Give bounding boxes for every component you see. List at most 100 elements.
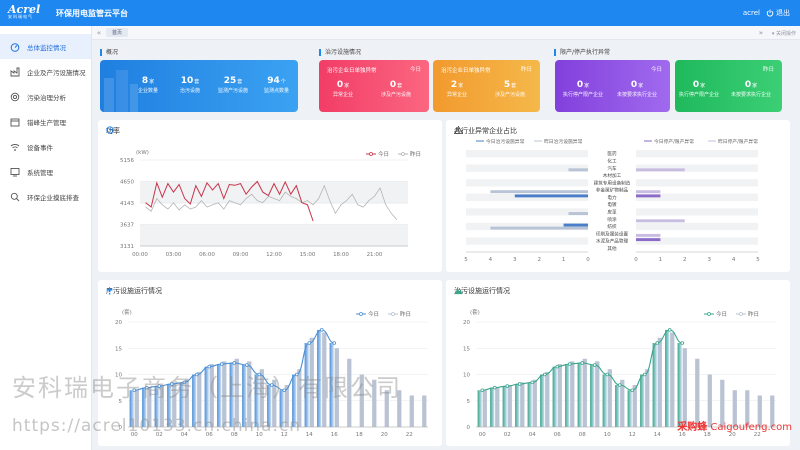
- bar-yesterday: [247, 361, 252, 427]
- y-tick-label: 4650: [120, 179, 134, 185]
- stat-executing-enterprises: 0家 执行停产限产企业: [679, 80, 720, 98]
- trend-point: [492, 385, 497, 390]
- tab-home[interactable]: 首页: [106, 28, 129, 37]
- sidebar-item-enterprises[interactable]: 企业及产污设施情况: [0, 59, 91, 84]
- category-label: 汽车: [607, 165, 617, 172]
- username[interactable]: acrel: [742, 9, 760, 17]
- legend-marker: [401, 152, 405, 156]
- trend-point: [144, 385, 149, 390]
- bar-yesterday: [482, 390, 487, 427]
- y-tick-label: 0: [119, 425, 123, 431]
- sidebar-item-peak-production[interactable]: 错峰生产管理: [0, 109, 91, 134]
- y-tick-label: 3637: [120, 223, 134, 229]
- x-tick-label: 18: [356, 432, 363, 438]
- bar-today: [192, 374, 197, 427]
- bar-yesterday: [532, 379, 537, 427]
- right-x-tick-label: 5: [756, 257, 760, 263]
- trend-point: [169, 382, 174, 386]
- card-period: 今日: [409, 67, 421, 73]
- stat-executing-enterprises: 0家 执行停产限产企业: [563, 80, 604, 98]
- legend-marker: [391, 312, 395, 316]
- trend-point: [505, 384, 510, 388]
- y-tick-label: 3131: [120, 244, 134, 250]
- bar-today: [204, 366, 209, 427]
- y-tick-label: 0: [467, 425, 471, 431]
- y-axis-unit: (kW): [136, 150, 149, 156]
- trend-point: [257, 372, 262, 377]
- bar: [514, 194, 588, 198]
- bar-today: [515, 383, 520, 427]
- stat-related-facilities: 0套 涉及产污设施: [381, 80, 412, 98]
- category-label: 其他: [607, 245, 617, 252]
- sidebar-item-label: 设备事件: [27, 143, 53, 152]
- today-pollution-card[interactable]: 治污企业日单独异常 今日 0家 异常企业 0套 涉及产污设施: [319, 60, 429, 112]
- card-title: 治污企业日单独异常: [327, 68, 377, 74]
- sidebar-item-device-events[interactable]: 设备事件: [0, 134, 91, 159]
- bar-yesterday: [582, 358, 587, 427]
- bar-yesterday: [620, 379, 625, 427]
- sidebar-item-enterprise-survey[interactable]: 环保企业摸底排查: [0, 184, 91, 209]
- bar-yesterday: [757, 395, 762, 427]
- legend-label: 今日停产/限产异常: [654, 138, 694, 145]
- trend-point: [580, 361, 585, 365]
- bar-today: [317, 329, 322, 427]
- tab-scroll-left-icon[interactable]: «: [96, 28, 102, 37]
- tab-scroll-right-icon[interactable]: »: [758, 29, 764, 37]
- x-tick-label: 12: [629, 432, 636, 438]
- bar-yesterday: [297, 369, 302, 427]
- bar-today: [540, 374, 545, 427]
- x-tick-label: 02: [156, 432, 163, 438]
- row-band: [466, 193, 588, 201]
- left-x-tick-label: 4: [489, 257, 493, 263]
- factory-icon: [10, 67, 20, 77]
- x-tick-label: 09:00: [233, 252, 249, 258]
- trend-point: [630, 388, 635, 393]
- yesterday-pollution-card[interactable]: 治污企业日单独异常 昨日 2家 异常企业 5套 涉及产污设施: [433, 60, 540, 112]
- right-x-tick-label: 3: [707, 257, 711, 263]
- category-label: 水泥及产品管理: [596, 238, 629, 245]
- overview-card[interactable]: 8家 企业数量 10套 治污设施 25套 监测产污设施 94个 监测点数量: [100, 60, 298, 112]
- right-x-tick-label: 1: [659, 257, 663, 263]
- legend-marker: [707, 312, 711, 316]
- trend-point: [207, 364, 212, 369]
- trend-point: [319, 328, 324, 332]
- trend-point: [605, 372, 610, 377]
- logout-button[interactable]: 退出: [766, 8, 790, 18]
- right-x-tick-label: 4: [732, 257, 736, 263]
- tab-close-menu[interactable]: ▾ 关闭操作: [772, 30, 796, 37]
- bar-today: [527, 382, 532, 427]
- bar-yesterday: [397, 390, 402, 427]
- stat-non-compliant-enterprises: 0家 未按要求执行企业: [617, 80, 658, 98]
- bar-yesterday: [507, 385, 512, 427]
- sidebar-item-pollution-analysis[interactable]: 污染治理分析: [0, 84, 91, 109]
- bar-yesterday: [384, 390, 389, 427]
- faucet-icon: [106, 288, 113, 295]
- bar-today: [167, 383, 172, 427]
- bar-yesterday: [372, 379, 377, 427]
- bar-yesterday: [422, 395, 427, 427]
- sidebar: 总体监控情况 企业及产污设施情况 污染治理分析 错峰生产管理 设备事件 系统管理…: [0, 26, 92, 450]
- sidebar-item-overall-monitor[interactable]: 总体监控情况: [0, 34, 91, 59]
- row-band: [636, 179, 758, 187]
- legend-marker: [739, 312, 743, 316]
- category-label: 电力: [607, 194, 617, 201]
- logout-label: 退出: [776, 9, 790, 17]
- legend-label: 今日: [368, 310, 379, 318]
- bar-yesterday: [670, 332, 675, 427]
- peak-stop-title: 限产/停产执行异常: [554, 49, 610, 56]
- bar: [490, 226, 588, 230]
- legend-label: 昨日: [410, 150, 421, 158]
- user-area: acrel 退出: [743, 0, 790, 26]
- legend-label: 今日治污设施异常: [486, 138, 525, 145]
- today-peak-card[interactable]: 今日 0家 执行停产限产企业 0家 未按要求执行企业: [555, 60, 670, 112]
- bar-yesterday: [322, 332, 327, 427]
- trend-point: [132, 388, 137, 393]
- warning-icon: [454, 126, 463, 134]
- yesterday-peak-card[interactable]: 昨日 0家 执行停产限产企业 0家 未按要求执行企业: [675, 60, 782, 112]
- sidebar-item-system-management[interactable]: 系统管理: [0, 159, 91, 184]
- bar-yesterday: [770, 395, 775, 427]
- trend-point: [232, 361, 237, 365]
- bar-today: [179, 382, 184, 427]
- bar-yesterday: [234, 358, 239, 427]
- bar-yesterday: [284, 385, 289, 427]
